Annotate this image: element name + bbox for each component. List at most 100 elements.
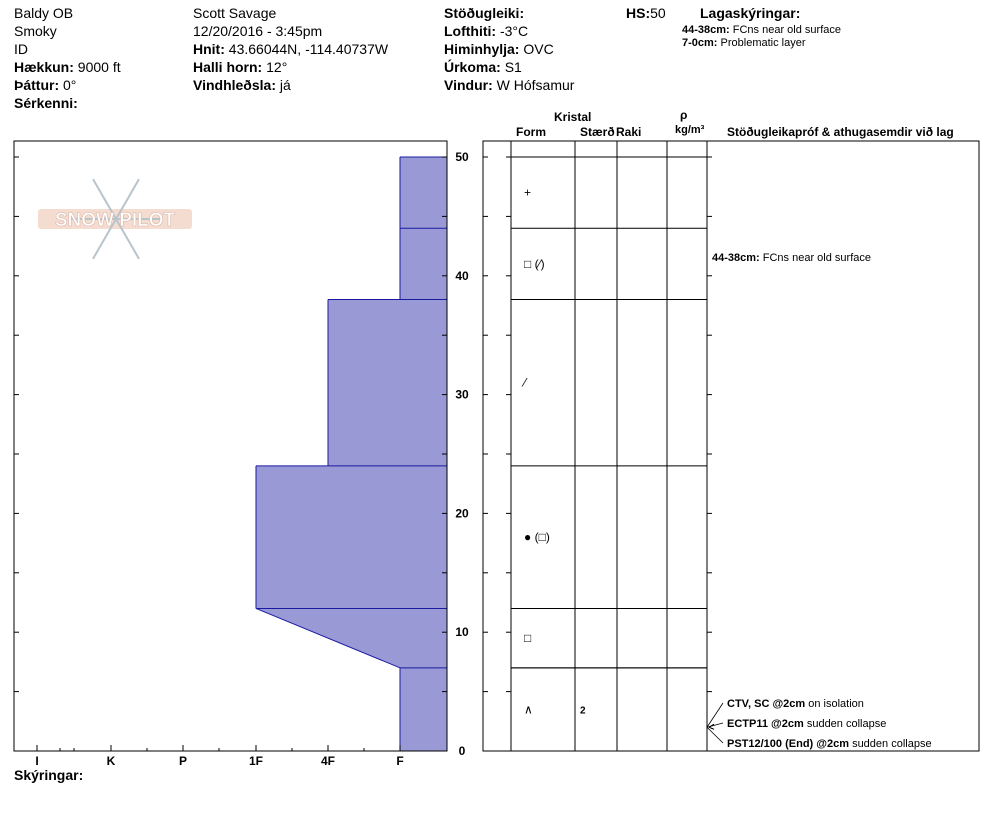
slope-angle: Halli horn: 12° — [193, 58, 287, 76]
hs-value: 50 — [650, 5, 666, 21]
stability-test-2: PST12/100 (End) @2cm sudden collapse — [727, 738, 932, 750]
footer-notes: Skýringar: — [14, 766, 83, 784]
y-tick-label: 50 — [455, 150, 469, 164]
hardness-layer-4 — [256, 608, 447, 668]
layer-table: + □ (⁄) ⁄ ● (□) □ ∧ 2 44-38cm: FCns near old su… — [482, 140, 980, 752]
table-border — [482, 140, 980, 752]
test-comment: sudden collapse — [807, 718, 887, 730]
observation-datetime: 12/20/2016 - 3:45pm — [193, 23, 323, 39]
air-temp: Lofthiti: -3°C — [444, 22, 528, 40]
aspect-label: Þáttur: — [14, 77, 60, 93]
x-tick-label: 1F — [249, 754, 263, 768]
plot-border — [13, 140, 448, 752]
coordinates: Hnit: 43.66044N, -114.40737W — [193, 40, 388, 58]
layer-note-text: FCns near old surface — [732, 24, 841, 36]
coords-value: 43.66044N, -114.40737W — [228, 41, 389, 57]
wind-loading: Vindhleðsla: já — [193, 76, 291, 94]
test-pointer-0 — [706, 702, 724, 728]
sky-value: OVC — [523, 41, 554, 57]
snowflake-arm — [92, 218, 117, 260]
slope-value: 12° — [266, 59, 288, 75]
layer-edge-4 — [255, 607, 401, 669]
layer-comment-range: 44-38cm: — [712, 252, 763, 264]
layer-comment-text: FCns near old surface — [763, 252, 871, 264]
aspect-value: 0° — [63, 77, 77, 93]
stability-test-0: CTV, SC @2cm on isolation — [727, 698, 864, 710]
layer-note-range: 7-0cm: — [682, 37, 718, 49]
test-comment: on isolation — [808, 698, 864, 710]
wind-loading-value: já — [279, 77, 291, 93]
x-tick-label: 4F — [321, 754, 335, 768]
site-state: ID — [14, 41, 28, 57]
y-tick-label: 20 — [455, 506, 469, 520]
test-comment: sudden collapse — [852, 738, 932, 750]
crystal-header: Kristal — [554, 110, 592, 124]
wind-loading-label: Vindhleðsla: — [193, 77, 276, 93]
layer-note-text: Problematic layer — [720, 37, 806, 49]
hardness-layer-5 — [400, 667, 447, 751]
site-name: Baldy OB — [14, 5, 74, 21]
tests-header: Stöðugleikapróf & athugasemdir við lag — [727, 125, 954, 139]
air-temp-label: Lofthiti: — [444, 23, 497, 39]
grain-form-2: ⁄ — [521, 376, 528, 390]
grain-form-0: + — [524, 186, 531, 200]
test-code: PST12/100 (End) @2cm — [727, 738, 852, 750]
logo-text: SNOW PILOT — [55, 210, 176, 231]
footer-notes-label: Skýringar: — [14, 767, 84, 783]
elevation-label: Hækkun: — [14, 59, 74, 75]
precip-label: Úrkoma: — [444, 59, 501, 75]
hardness-profile — [255, 156, 447, 751]
grain-size-5: 2 — [580, 705, 586, 716]
x-tick-label: K — [107, 754, 116, 768]
layer-note-1: 7-0cm: Problematic layer — [682, 37, 806, 49]
aspect: Þáttur: 0° — [14, 76, 76, 94]
density-unit-header: kg/m³ — [675, 124, 705, 136]
y-tick-label: 40 — [455, 269, 469, 283]
hardness-layer-1 — [400, 228, 447, 300]
hs-label: HS: — [626, 5, 651, 21]
grain-form-4: □ — [524, 631, 531, 645]
y-tick-label: 10 — [455, 625, 469, 639]
sky-cover: Himinhylja: OVC — [444, 40, 554, 58]
coords-label: Hnit: — [193, 41, 225, 57]
layer-notes-title-text: Lagaskýringar: — [700, 5, 801, 21]
x-tick-label: I — [35, 754, 38, 768]
precipitation: Úrkoma: S1 — [444, 58, 522, 76]
stability-test-1: ECTP11 @2cm sudden collapse — [727, 718, 886, 730]
size-header: Stærð — [580, 125, 615, 139]
layer-note-0: 44-38cm: FCns near old surface — [682, 24, 841, 36]
y-tick-label: 0 — [459, 744, 466, 758]
grain-form-5: ∧ — [524, 702, 533, 716]
sky-label: Himinhylja: — [444, 41, 520, 57]
wind-label: Vindur: — [444, 77, 493, 93]
precip-value: S1 — [504, 59, 522, 75]
layer-note-range: 44-38cm: — [682, 24, 730, 36]
stability: Stöðugleiki: — [444, 4, 524, 22]
site-range: Smoky — [14, 23, 57, 39]
observer-name: Scott Savage — [193, 5, 277, 21]
features: Sérkenni: — [14, 94, 78, 112]
moisture-header: Raki — [616, 125, 642, 139]
test-code: ECTP11 @2cm — [727, 718, 807, 730]
chart-frame: 0 10 20 30 40 50 I K P 1F 4F F — [13, 140, 469, 768]
x-tick-label: P — [179, 754, 187, 768]
layer-notes-title: Lagaskýringar: — [700, 4, 800, 22]
grain-form-1: □ (⁄) — [524, 257, 545, 271]
snow-height: HS:50 — [626, 4, 666, 22]
hardness-layer-2 — [328, 299, 447, 466]
hardness-layer-3 — [256, 465, 447, 609]
layer-comment-0: 44-38cm: FCns near old surface — [712, 252, 871, 264]
grain-form-3: ● (□) — [524, 530, 550, 544]
y-tick-label: 30 — [455, 388, 469, 402]
snowflake-arm — [115, 218, 140, 260]
hardness-layer-0 — [400, 157, 447, 229]
wind-value: W Hófsamur — [496, 77, 575, 93]
test-code: CTV, SC @2cm — [727, 698, 808, 710]
test-pointer-2 — [706, 726, 724, 744]
snowflake-icon — [70, 178, 162, 260]
slope-label: Halli horn: — [193, 59, 263, 75]
features-label: Sérkenni: — [14, 95, 78, 111]
snowflake-arm — [115, 178, 140, 220]
